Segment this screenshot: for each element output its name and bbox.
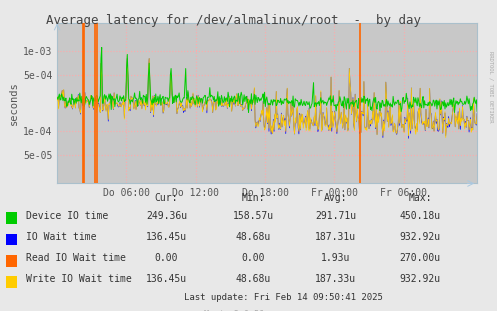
- Text: Write IO Wait time: Write IO Wait time: [26, 274, 132, 284]
- Text: 1.93u: 1.93u: [321, 253, 350, 263]
- Text: 187.33u: 187.33u: [315, 274, 356, 284]
- Text: 270.00u: 270.00u: [400, 253, 440, 263]
- Text: Avg:: Avg:: [324, 193, 347, 202]
- Text: 291.71u: 291.71u: [315, 211, 356, 221]
- Text: 136.45u: 136.45u: [146, 274, 187, 284]
- Text: 158.57u: 158.57u: [233, 211, 274, 221]
- Text: 932.92u: 932.92u: [400, 232, 440, 242]
- Text: 450.18u: 450.18u: [400, 211, 440, 221]
- Text: Cur:: Cur:: [155, 193, 178, 202]
- Text: 48.68u: 48.68u: [236, 232, 271, 242]
- Text: 0.00: 0.00: [242, 253, 265, 263]
- Text: IO Wait time: IO Wait time: [26, 232, 96, 242]
- Text: 187.31u: 187.31u: [315, 232, 356, 242]
- Text: 932.92u: 932.92u: [400, 274, 440, 284]
- Text: RRDTOOL / TOBI OETIKER: RRDTOOL / TOBI OETIKER: [489, 51, 494, 123]
- Text: Read IO Wait time: Read IO Wait time: [26, 253, 126, 263]
- Text: Min:: Min:: [242, 193, 265, 202]
- Text: Last update: Fri Feb 14 09:50:41 2025: Last update: Fri Feb 14 09:50:41 2025: [184, 293, 383, 302]
- Y-axis label: seconds: seconds: [9, 81, 19, 125]
- Text: 136.45u: 136.45u: [146, 232, 187, 242]
- Text: Munin 2.0.56: Munin 2.0.56: [204, 310, 263, 311]
- Text: Max:: Max:: [408, 193, 432, 202]
- Text: 0.00: 0.00: [155, 253, 178, 263]
- Text: Device IO time: Device IO time: [26, 211, 108, 221]
- Text: 249.36u: 249.36u: [146, 211, 187, 221]
- Text: Average latency for /dev/almalinux/root  -  by day: Average latency for /dev/almalinux/root …: [46, 14, 421, 27]
- Text: 48.68u: 48.68u: [236, 274, 271, 284]
